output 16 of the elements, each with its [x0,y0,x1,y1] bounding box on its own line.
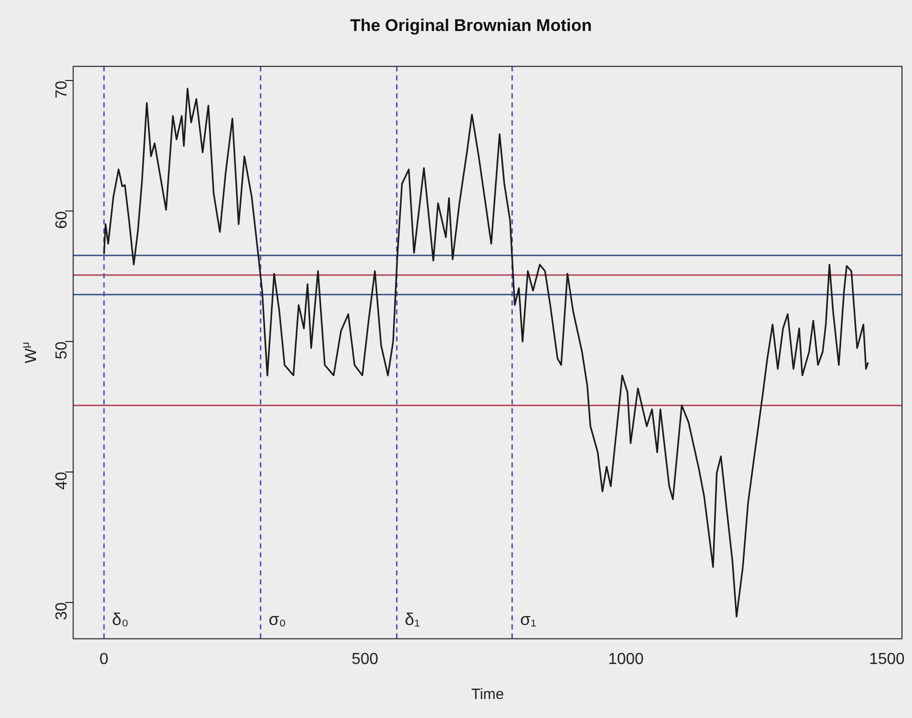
y-tick-label: 70 [54,80,71,99]
ref-line-label: δ₁ [404,610,420,629]
ref-line-label: σ₀ [268,610,286,629]
x-tick-label: 1500 [869,650,905,668]
y-tick-label: 30 [54,602,71,620]
y-axis-title: Wμ [20,342,40,364]
y-tick-label: 50 [54,341,71,360]
chart-title: The Original Brownian Motion [350,16,592,35]
ref-line-label: δ₀ [112,610,129,629]
y-tick-label: 40 [54,472,71,490]
ref-line-label: σ₁ [520,610,537,629]
x-tick-label: 500 [352,650,378,668]
x-tick-label: 0 [100,650,109,668]
x-tick-label: 1000 [608,650,644,668]
x-axis-title: Time [471,686,504,704]
y-tick-label: 60 [54,211,71,229]
